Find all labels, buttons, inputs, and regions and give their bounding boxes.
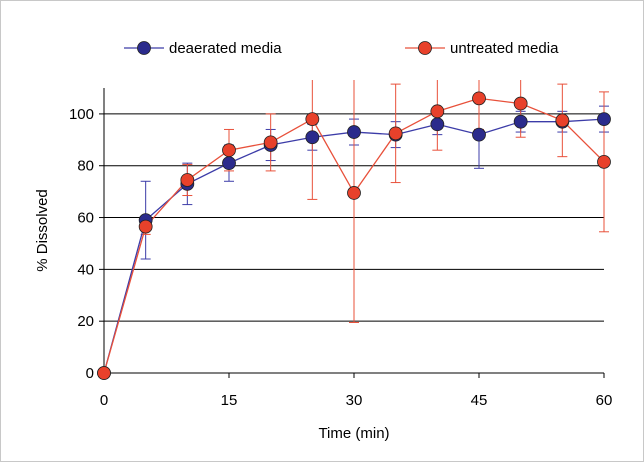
legend-item-1: untreated media — [405, 40, 559, 57]
x-tick-label: 0 — [100, 392, 108, 409]
data-point-1 — [388, 126, 403, 141]
x-axis-title: Time (min) — [318, 425, 389, 442]
data-point-0 — [222, 156, 236, 171]
data-point-1 — [347, 186, 361, 200]
y-tick-label: 100 — [69, 106, 94, 123]
plot-area — [97, 80, 611, 380]
data-point-1 — [472, 91, 486, 106]
data-point-0 — [305, 130, 320, 145]
legend-label: deaerated media — [169, 40, 282, 57]
x-tick-label: 30 — [346, 392, 363, 409]
y-tick-label: 40 — [77, 261, 94, 278]
y-tick-label: 80 — [77, 158, 94, 175]
error-bars-0 — [140, 100, 609, 260]
y-axis-title: % Dissolved — [34, 189, 51, 272]
legend-item-0: deaerated media — [124, 40, 282, 57]
data-point-1 — [513, 96, 528, 111]
y-tick-label: 60 — [77, 210, 94, 227]
data-point-1 — [180, 173, 195, 187]
x-tick-label: 45 — [471, 392, 488, 409]
legend-marker — [137, 41, 151, 55]
data-point-1 — [222, 143, 236, 158]
data-point-1 — [138, 219, 153, 234]
x-tick-label: 15 — [221, 392, 238, 409]
legend-label: untreated media — [450, 40, 559, 57]
data-point-0 — [430, 117, 445, 132]
data-point-0 — [472, 127, 486, 142]
data-point-0 — [597, 112, 611, 126]
legend-marker — [418, 41, 432, 55]
data-point-1 — [430, 104, 445, 119]
data-point-1 — [97, 366, 111, 380]
data-point-0 — [347, 125, 361, 139]
data-point-1 — [305, 112, 320, 126]
error-bars-1 — [140, 80, 609, 323]
data-point-1 — [555, 113, 570, 128]
y-tick-label: 0 — [86, 365, 94, 382]
data-point-1 — [597, 154, 611, 169]
data-point-0 — [513, 114, 528, 129]
data-point-1 — [263, 135, 278, 150]
y-tick-label: 20 — [77, 313, 94, 330]
x-tick-label: 60 — [596, 392, 613, 409]
